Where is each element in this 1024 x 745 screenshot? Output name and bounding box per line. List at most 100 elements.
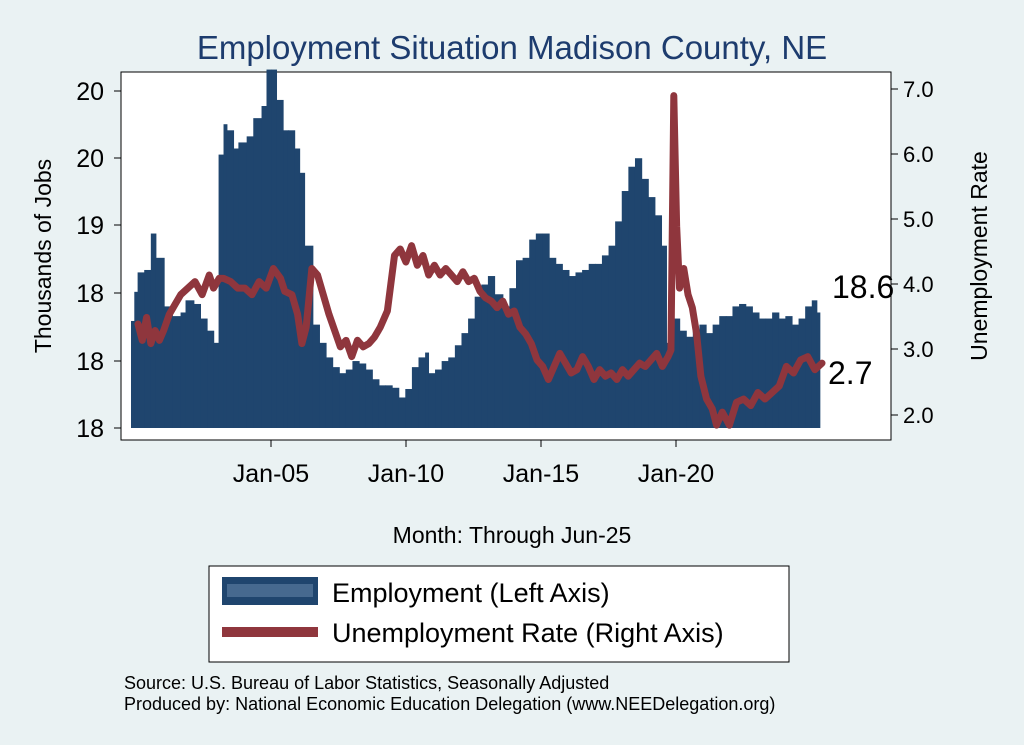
legend: Employment (Left Axis) Unemployment Rate… [208,565,790,663]
employment-bar [332,367,340,428]
employment-bar [213,342,220,428]
right-tick-label: 4.0 [903,272,934,297]
employment-bar [719,316,727,428]
employment-bar [634,158,643,429]
x-axis-label: Month: Through Jun-25 [393,522,632,548]
employment-bar [765,318,773,428]
left-tick-label: 18 [76,415,104,443]
employment-bar [666,342,674,428]
employment-bar [487,276,496,428]
legend-label-unemployment: Unemployment Rate (Right Axis) [332,618,724,648]
employment-bar [641,178,649,428]
employment-bar [502,306,510,428]
right-tick-label: 2.0 [903,403,934,428]
employment-bar [494,294,504,428]
employment-bar [712,324,720,428]
employment-bar [621,191,629,428]
right-axis: 7.0 6.0 5.0 4.0 3.0 2.0 [890,72,934,440]
employment-bar [582,269,590,428]
right-tick-label: 5.0 [903,207,934,232]
employment-bar [461,333,469,428]
employment-bar [172,316,182,428]
employment-bar [706,333,714,428]
left-tick-label: 20 [76,145,104,173]
employment-bar [271,69,278,428]
employment-bar [686,336,694,428]
x-axis: Jan-05 Jan-10 Jan-15 Jan-20 [121,439,891,488]
employment-bar [345,369,354,428]
left-axis-label: Thousands of Jobs [30,159,56,353]
employment-bar [522,257,530,428]
employment-bar [283,130,289,429]
employment-bar [739,303,747,428]
employment-bar [535,233,544,428]
employment-bar [758,318,767,428]
right-tick-label: 7.0 [903,77,934,102]
employment-bar [392,387,400,428]
employment-bar [405,388,413,428]
employment-bar [294,148,301,428]
employment-bar [365,369,373,428]
source-line: Source: U.S. Bureau of Labor Statistics,… [124,673,609,693]
employment-bar [253,118,263,429]
x-tick-label: Jan-05 [233,460,309,488]
employment-bar [131,320,135,428]
chart-title: Employment Situation Madison County, NE [197,29,827,66]
employment-bar [372,379,380,428]
employment-bar [725,316,734,428]
employment-bar [575,272,583,428]
unemployment-end-label: 2.7 [828,355,872,391]
right-tick-label: 6.0 [903,142,934,167]
legend-swatch-employment-inner [227,584,313,597]
x-tick-label: Jan-20 [638,460,714,488]
employment-bar [648,197,656,428]
employment-bar [185,300,195,428]
employment-bar [468,318,476,428]
employment-bar [481,284,489,428]
employment-bar [218,154,225,428]
employment-bar [568,276,577,428]
employment-bar [287,130,296,429]
employment-bar [339,373,347,428]
employment-bar [164,306,173,428]
employment-bar [428,373,436,428]
employment-bar [134,291,139,428]
employment-bar [772,312,780,428]
employment-bar [516,260,524,428]
employment-bar [595,263,603,428]
employment-bar [325,357,334,428]
employment-bar [266,69,273,428]
employment-bar [398,397,406,428]
employment-bar [144,269,152,428]
employment-bar [200,318,208,428]
unemployment-line [134,92,826,429]
employment-bar [474,296,482,428]
employment-bar [319,342,327,428]
employment-bar [425,352,430,428]
employment-bar [385,385,393,428]
employment-bar [745,306,753,428]
employment-bar [601,255,610,428]
x-tick-label: Jan-15 [503,460,579,488]
employment-bar [448,357,456,428]
left-axis: 20 20 19 18 18 18 [76,72,122,443]
employment-bar [352,361,360,428]
producer-line: Produced by: National Economic Education… [124,694,775,714]
employment-bar [441,361,449,428]
employment-bar [193,303,201,428]
left-tick-label: 19 [76,212,104,240]
employment-bar [529,239,537,428]
employment-bar [791,324,800,428]
employment-bar [732,306,740,428]
x-tick-label: Jan-10 [368,460,444,488]
employment-bar [454,345,463,428]
employment-bar [207,330,215,428]
employment-bar [692,330,701,428]
employment-bar [418,357,426,428]
employment-bar [752,312,760,428]
employment-bar [180,312,187,428]
employment-bar [798,318,806,428]
left-tick-label: 20 [76,78,104,106]
employment-bar [661,245,667,428]
